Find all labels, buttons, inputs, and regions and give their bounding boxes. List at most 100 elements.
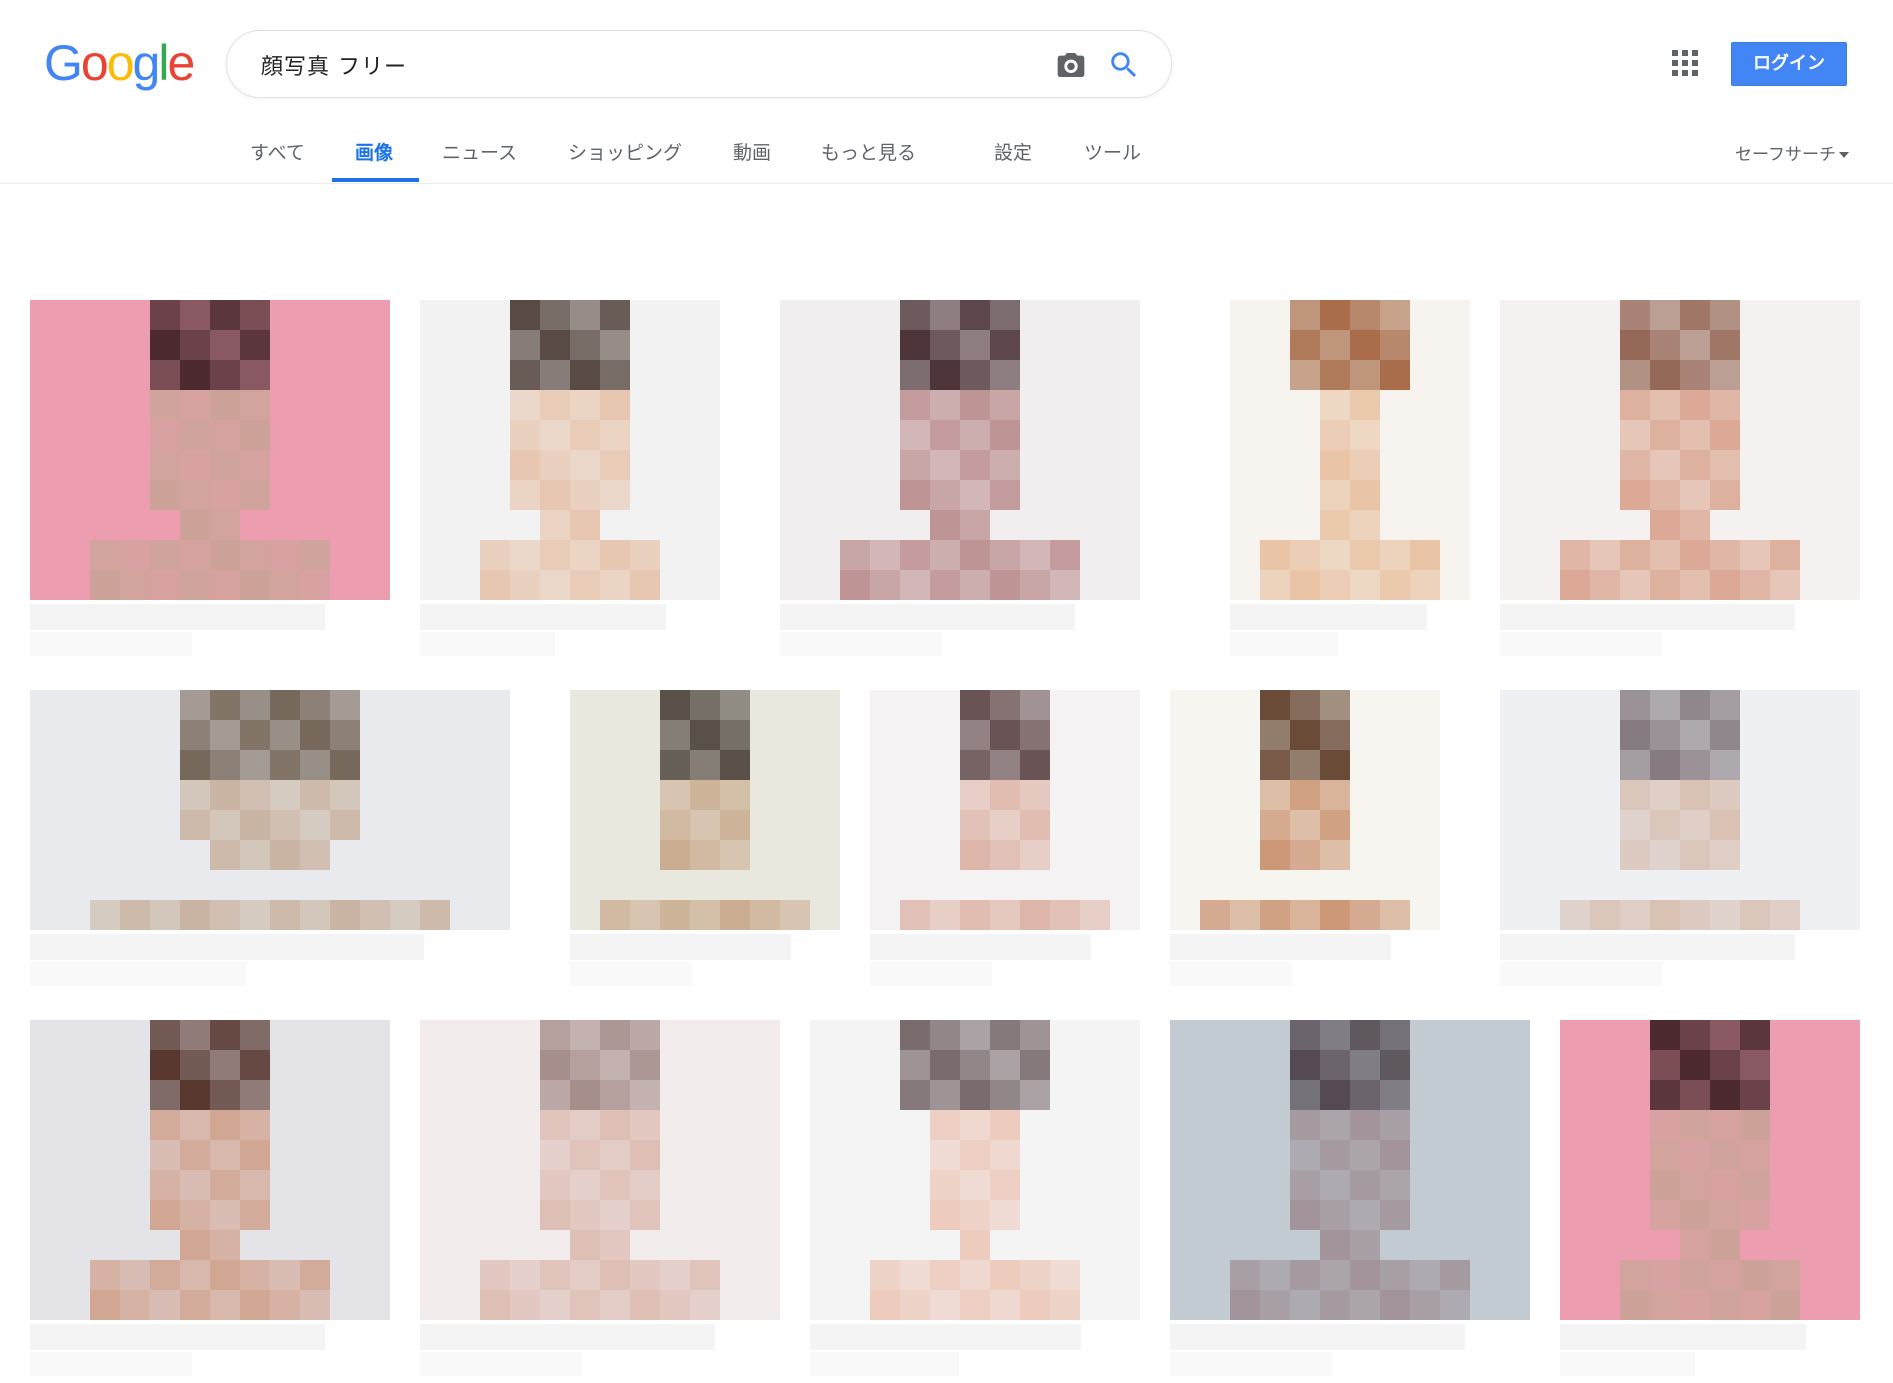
thumbnail-pixel: [1020, 570, 1050, 600]
thumbnail-pixel: [1320, 1290, 1350, 1320]
image-result[interactable]: [1500, 300, 1860, 660]
image-result[interactable]: [870, 690, 1140, 990]
apps-grid-icon[interactable]: [1672, 50, 1698, 76]
thumbnail-pixel: [1020, 1050, 1050, 1080]
thumbnail-pixel: [300, 570, 330, 600]
image-result[interactable]: [30, 1020, 390, 1380]
tab-news[interactable]: ニュース: [442, 142, 518, 164]
image-result[interactable]: [1170, 690, 1440, 990]
thumbnail-pixel: [570, 570, 600, 600]
thumbnail-pixel: [210, 510, 240, 540]
image-result[interactable]: [30, 690, 510, 990]
thumbnail-pixel: [930, 510, 960, 540]
thumbnail-pixel: [1710, 450, 1740, 480]
thumbnail-pixel: [1740, 1290, 1770, 1320]
safesearch-label: セーフサーチ: [1735, 145, 1836, 165]
thumbnail-pixel: [990, 720, 1020, 750]
tab-all[interactable]: すべて: [250, 142, 305, 164]
search-icon[interactable]: [1107, 48, 1141, 82]
tab-images[interactable]: 画像: [355, 142, 394, 164]
image-result[interactable]: [420, 300, 720, 660]
thumbnail-pixel: [1050, 1260, 1080, 1290]
image-result[interactable]: [420, 1020, 780, 1380]
thumbnail-pixel: [300, 900, 330, 930]
thumbnail-pixel: [1740, 1170, 1770, 1200]
thumbnail-pixel: [960, 1050, 990, 1080]
thumbnail-pixel: [1260, 570, 1290, 600]
image-result[interactable]: [780, 300, 1140, 660]
thumbnail-pixel: [1740, 1110, 1770, 1140]
google-logo[interactable]: Google: [44, 35, 195, 91]
thumbnail-pixel: [480, 540, 510, 570]
thumbnail-pixel: [150, 300, 180, 330]
thumbnail-pixel: [510, 420, 540, 450]
thumbnail-pixel: [930, 360, 960, 390]
thumbnail-pixel: [1680, 810, 1710, 840]
tab-tools[interactable]: ツール: [1084, 142, 1142, 164]
thumbnail-pixel: [1680, 360, 1710, 390]
thumbnail-pixel: [660, 1290, 690, 1320]
thumbnail-pixel: [180, 450, 210, 480]
thumbnail-pixel: [240, 1050, 270, 1080]
thumbnail-pixel: [300, 690, 330, 720]
thumbnail-pixel: [1650, 1170, 1680, 1200]
thumbnail-pixel: [570, 540, 600, 570]
thumbnail-pixel: [1650, 1200, 1680, 1230]
thumbnail-pixel: [210, 690, 240, 720]
tab-shopping[interactable]: ショッピング: [568, 142, 683, 164]
image-result[interactable]: [1170, 1020, 1530, 1380]
thumbnail-pixel: [210, 750, 240, 780]
login-button[interactable]: ログイン: [1731, 42, 1847, 86]
thumbnail-pixel: [1380, 570, 1410, 600]
thumbnail-pixel: [1290, 1140, 1320, 1170]
tab-more[interactable]: もっと見る: [821, 142, 917, 164]
thumbnail-pixel: [1680, 450, 1710, 480]
thumbnail-pixel: [120, 1290, 150, 1320]
thumbnail-pixel: [180, 1020, 210, 1050]
thumbnail-pixel: [870, 1290, 900, 1320]
thumbnail-source: [30, 1352, 192, 1376]
thumbnail-pixel: [540, 390, 570, 420]
thumbnail-pixel: [1680, 570, 1710, 600]
thumbnail-pixel: [960, 330, 990, 360]
thumbnail-pixel: [1560, 540, 1590, 570]
camera-icon[interactable]: [1055, 49, 1087, 81]
thumbnail-pixel: [1320, 720, 1350, 750]
thumbnail-pixel: [210, 900, 240, 930]
logo-letter: G: [44, 35, 83, 91]
thumbnail-pixel: [1320, 1260, 1350, 1290]
image-result[interactable]: [30, 300, 390, 660]
image-result[interactable]: [570, 690, 840, 990]
thumbnail-pixel: [1650, 1260, 1680, 1290]
image-result[interactable]: [1230, 300, 1470, 660]
thumbnail-pixel: [630, 1170, 660, 1200]
thumbnail-pixel: [990, 330, 1020, 360]
tab-settings[interactable]: 設定: [994, 142, 1033, 164]
tab-videos[interactable]: 動画: [733, 142, 772, 164]
image-result[interactable]: [1560, 1020, 1860, 1380]
thumbnail-pixel: [1620, 390, 1650, 420]
thumbnail-pixel: [1740, 1140, 1770, 1170]
thumbnail-pixel: [210, 300, 240, 330]
image-result[interactable]: [1500, 690, 1860, 990]
thumbnail-pixel: [960, 780, 990, 810]
thumbnail-pixel: [1710, 1260, 1740, 1290]
thumbnail-pixel: [180, 420, 210, 450]
thumbnail-pixel: [180, 1260, 210, 1290]
thumbnail-pixel: [1680, 540, 1710, 570]
search-input[interactable]: 顔写真 フリー: [226, 30, 1172, 98]
image-result[interactable]: [810, 1020, 1140, 1380]
thumbnail-pixel: [1650, 810, 1680, 840]
thumbnail-pixel: [1650, 540, 1680, 570]
thumbnail-image: [30, 1020, 390, 1320]
thumbnail-pixel: [540, 1290, 570, 1320]
thumbnail-pixel: [240, 330, 270, 360]
thumbnail-pixel: [1260, 540, 1290, 570]
thumbnail-pixel: [150, 360, 180, 390]
thumbnail-pixel: [900, 900, 930, 930]
thumbnail-pixel: [1320, 750, 1350, 780]
thumbnail-pixel: [690, 780, 720, 810]
search-query[interactable]: 顔写真 フリー: [261, 55, 407, 80]
thumbnail-pixel: [960, 1170, 990, 1200]
safesearch-dropdown[interactable]: セーフサーチ: [1735, 140, 1849, 165]
